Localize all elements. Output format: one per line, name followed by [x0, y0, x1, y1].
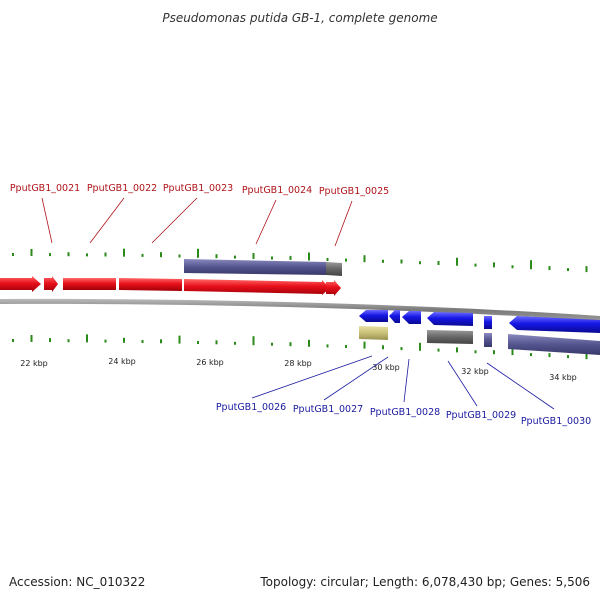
tick-label: 32 kbp	[461, 367, 489, 376]
purple-feature[interactable]	[508, 334, 600, 355]
gray-feature[interactable]	[427, 330, 473, 344]
tick-label: 28 kbp	[284, 359, 312, 368]
topology-text: Topology: circular; Length: 6,078,430 bp…	[260, 575, 590, 589]
genome-backbone	[0, 298, 600, 321]
gene-label-text: PputGB1_0022	[87, 183, 157, 194]
gc-ticks-lower	[12, 334, 588, 360]
gene-label-0029[interactable]: PputGB1_0029	[446, 360, 516, 421]
cds-arrow-reverse[interactable]	[427, 312, 473, 326]
gene-label-text: PputGB1_0025	[319, 186, 389, 197]
gene-label-0030[interactable]: PputGB1_0030	[486, 362, 591, 427]
cds-arrow-forward[interactable]	[44, 276, 58, 292]
gene-label-text: PputGB1_0027	[293, 404, 363, 415]
cds-arrow-reverse[interactable]	[389, 310, 400, 323]
gene-label-text: PputGB1_0021	[10, 183, 80, 194]
gene-label-0021[interactable]: PputGB1_0021	[10, 183, 80, 244]
reverse-feature-track	[359, 326, 600, 355]
tick-label: 30 kbp	[372, 363, 400, 372]
gene-label-0026[interactable]: PputGB1_0026	[216, 355, 373, 413]
gray-feature[interactable]	[326, 262, 342, 276]
gene-label-0022[interactable]: PputGB1_0022	[87, 183, 157, 244]
coordinate-ticks: 22 kbp 24 kbp 26 kbp 28 kbp 30 kbp 32 kb…	[20, 357, 577, 382]
gene-label-0028[interactable]: PputGB1_0028	[370, 358, 440, 418]
tick-label: 22 kbp	[20, 359, 48, 368]
gene-label-0027[interactable]: PputGB1_0027	[293, 356, 389, 415]
tick-label: 24 kbp	[108, 357, 136, 366]
forward-gene-labels: PputGB1_0021 PputGB1_0022 PputGB1_0023 P…	[10, 183, 389, 247]
forward-cds-track	[0, 276, 341, 296]
gene-label-0023[interactable]: PputGB1_0023	[151, 183, 233, 244]
khaki-feature[interactable]	[359, 326, 388, 340]
gene-label-text: PputGB1_0026	[216, 402, 286, 413]
cds-arrow-forward[interactable]	[184, 279, 330, 295]
cds-arrow-reverse[interactable]	[484, 316, 492, 329]
map-title: Pseudomonas putida GB-1, complete genome	[162, 11, 437, 25]
forward-feature-track	[184, 259, 342, 276]
cds-arrow-reverse[interactable]	[509, 316, 600, 333]
cds-arrow-reverse[interactable]	[359, 310, 388, 322]
purple-feature[interactable]	[484, 333, 492, 347]
tick-label: 34 kbp	[549, 373, 577, 382]
cds-arrow-forward[interactable]	[119, 278, 182, 291]
accession-text: Accession: NC_010322	[9, 575, 146, 589]
gene-label-text: PputGB1_0024	[242, 185, 312, 196]
gene-label-0025[interactable]: PputGB1_0025	[319, 186, 389, 247]
gc-ticks-upper	[12, 248, 588, 273]
reverse-cds-track	[359, 310, 600, 333]
cds-arrow-forward[interactable]	[63, 278, 116, 290]
cds-arrow-forward[interactable]	[326, 280, 341, 296]
gene-label-text: PputGB1_0029	[446, 410, 516, 421]
cds-arrow-reverse[interactable]	[402, 311, 421, 324]
gene-label-text: PputGB1_0023	[163, 183, 233, 194]
cds-arrow-forward[interactable]	[0, 276, 41, 292]
purple-feature[interactable]	[184, 259, 328, 275]
gene-label-text: PputGB1_0030	[521, 416, 591, 427]
gene-label-0024[interactable]: PputGB1_0024	[242, 185, 312, 245]
gene-label-text: PputGB1_0028	[370, 407, 440, 418]
tick-label: 26 kbp	[196, 358, 224, 367]
reverse-gene-labels: PputGB1_0026 PputGB1_0027 PputGB1_0028 P…	[216, 355, 591, 427]
